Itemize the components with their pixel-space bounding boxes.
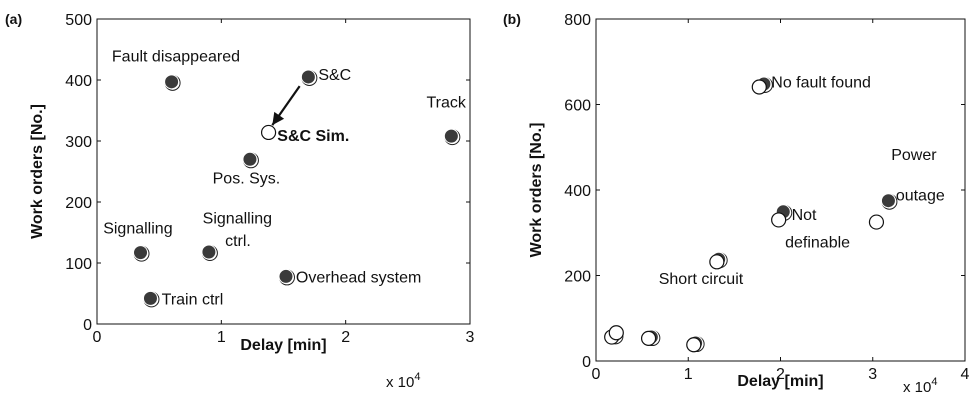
panel-a-y-tick-label: 100 (65, 256, 92, 273)
panel-a-plot-frame (96, 18, 471, 325)
panel-b-x-tick-label: 4 (961, 366, 970, 383)
panel-a-data-point (201, 244, 217, 260)
panel-b-tag: (b) (503, 11, 521, 27)
panel-b-x-axis-label: Delay [min] (737, 373, 823, 390)
panel-a-data-point (300, 69, 316, 85)
panel-a-x-tick-label: 1 (217, 329, 226, 346)
panel-a-y-tick-label: 400 (65, 73, 92, 90)
panel-b-annotation: outage (896, 188, 945, 205)
panel-a-annotation: Overhead system (296, 270, 421, 287)
panel-b-data-point-hollow (709, 254, 725, 270)
panel-b-y-tick-label: 800 (564, 12, 591, 29)
panel-a-data-point (443, 128, 459, 144)
panel-b-x-tick-label: 0 (592, 366, 601, 383)
panel-a-arrow-head (272, 111, 285, 126)
panel-a-data-point (242, 151, 258, 167)
panel-a-x-multiplier-exponent: 4 (414, 371, 420, 383)
panel-a-x-multiplier: x 104 (386, 371, 420, 391)
panel-b-data-point (880, 193, 896, 209)
panel-b-annotation: No fault found (771, 74, 871, 91)
panel-a-tag: (a) (5, 11, 22, 27)
panel-b-annotation: Power (891, 147, 937, 164)
panel-b-annotation: definable (785, 235, 850, 252)
panel-b-y-axis-label: Work orders [No.] (528, 123, 545, 258)
panel-b-data-point-hollow (686, 337, 702, 353)
panel-b-y-tick-label: 600 (564, 98, 591, 115)
panel-a-data-point (142, 290, 158, 306)
panel-a-data-point-hollow (260, 124, 277, 141)
panel-b-data-point-hollow (640, 330, 657, 346)
panel-a-annotation: Pos. Sys. (213, 171, 281, 188)
panel-a-annotation: S&C (318, 67, 351, 84)
panel-a-annotation: Fault disappeared (112, 49, 240, 66)
panel-b-y-tick-label: 0 (582, 354, 591, 371)
panel-a-y-axis-label: Work orders [No.] (29, 104, 46, 239)
panel-a-annotation: Signalling (203, 210, 272, 227)
panel-b-annotation: Short circuit (659, 271, 744, 288)
panel-a-y-tick-label: 300 (65, 134, 92, 151)
panel-b-data-point-hollow (608, 325, 624, 341)
panel-b-x-multiplier: x 104 (903, 376, 937, 396)
panel-b-y-tick-label: 200 (564, 269, 591, 286)
panel-a-data-point (133, 245, 149, 261)
panel-b-data-point-hollow (771, 212, 787, 228)
panel-a-annotation: Track (426, 94, 466, 111)
panel-a-data-point (278, 268, 294, 284)
panel-a-x-tick-label: 0 (93, 329, 102, 346)
panel-a-y-tick-label: 500 (65, 12, 92, 29)
panel-a-x-tick-label: 2 (341, 329, 350, 346)
panel-b-x-tick-label: 2 (776, 366, 785, 383)
panel-a-x-axis-label: Delay [min] (240, 337, 326, 354)
panel-a-data-point (164, 74, 180, 90)
panel-a-y-tick-label: 200 (65, 195, 92, 212)
panel-a-x-tick-label: 3 (466, 329, 475, 346)
panel-a-annotation: ctrl. (225, 233, 251, 250)
panel-b-data-point-hollow (868, 214, 885, 230)
panel-a-annotation: S&C Sim. (277, 128, 349, 145)
panel-a-y-tick-label: 0 (83, 317, 92, 334)
panel-a-annotation: Train ctrl (162, 291, 224, 308)
panel-a-annotation: Signalling (103, 221, 172, 238)
panel-b-scatter-plot: 0 1 2 3 4 0 200 400 600 800 Delay [min] Work orders… (503, 11, 970, 396)
panel-b-x-tick-label: 3 (868, 366, 877, 383)
panel-a-scatter-plot: 0 1 2 3 0 100 200 300 400 500 Delay [min] Work orde… (5, 11, 475, 391)
panel-b-x-multiplier-exponent: 4 (931, 376, 937, 388)
panel-b-y-tick-label: 400 (564, 183, 591, 200)
panel-b-annotation: Not (792, 207, 817, 224)
panel-b-x-tick-label: 1 (684, 366, 693, 383)
panel-b-data-point-hollow (751, 79, 767, 95)
